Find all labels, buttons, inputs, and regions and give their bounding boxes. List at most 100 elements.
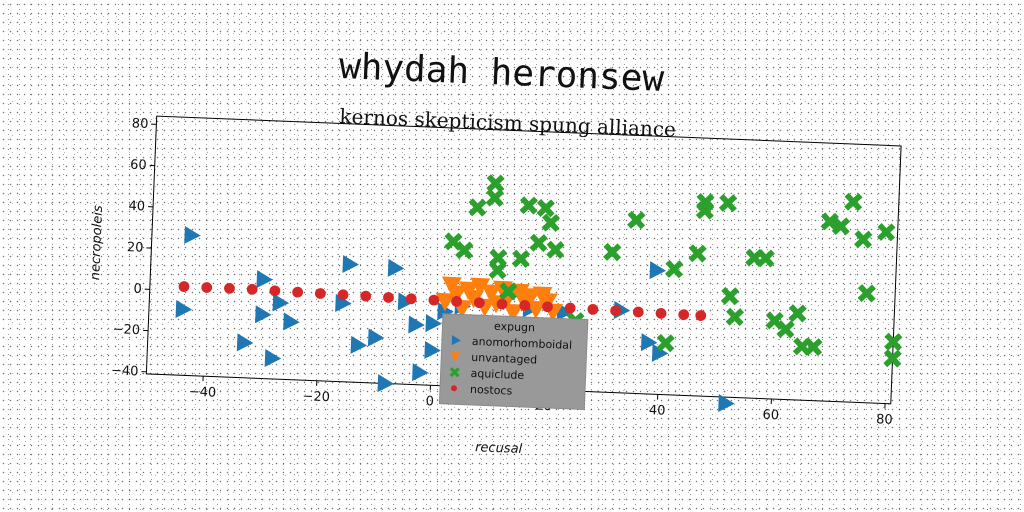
series-2-point-17 [656,333,675,353]
series-2-point-18-shape [664,259,684,279]
series-2-point-19-shape [688,244,707,263]
series-0-point-10 [350,335,368,354]
series-2-point-8 [511,249,531,268]
series-2-point-34 [844,192,863,212]
x-tick-label-2: 0 [425,394,434,409]
series-2-point-12 [541,213,561,232]
series-2-point-9 [519,196,538,215]
series-2-point-33-shape [831,217,851,236]
series-0-point-12 [377,374,395,393]
series-0-point-0 [184,225,201,244]
series-0-point-18 [425,314,442,333]
series-0-point-11 [367,328,385,347]
series-3-point-1 [201,282,213,293]
series-3-point-9 [383,292,394,303]
series-2-point-36 [857,284,876,303]
legend: expugn anomorhomboidalunvantagedaquiclud… [438,313,589,410]
series-0-point-16 [412,363,429,382]
legend-marker-0 [451,335,461,346]
series-3-point-21 [655,307,667,319]
series-2-point-24 [725,307,745,327]
legend-label-0: anomorhomboidal [472,335,573,352]
series-3-point-3 [246,283,258,295]
series-2-point-36-shape [857,284,876,303]
series-0-point-5 [264,348,282,367]
series-0-point-9 [342,255,359,274]
series-2-point-11 [536,198,555,218]
series-2-point-2-shape [468,198,487,217]
series-0-point-1 [175,299,193,318]
series-0-point-2 [256,270,273,289]
series-2-point-24-shape [725,307,745,327]
series-2-point-7 [499,282,518,301]
series-2-point-10-shape [529,233,548,253]
y-tick-label-2: 0 [133,282,142,297]
series-2-point-35-shape [854,230,873,249]
series-2-point-16 [627,210,646,230]
series-3-point-2 [224,282,235,294]
legend-items: anomorhomboidalunvantagedaquicludenostoc… [449,335,573,398]
series-2-point-39-shape [883,349,902,368]
series-2-point-17-shape [656,333,675,353]
series-2-point-35 [854,230,873,249]
y-axis-ticks: −40 −20 0 20 40 60 80 [111,116,157,379]
series-2-point-10 [529,233,548,253]
series-2-point-28-shape [776,320,795,339]
series-2-point-16-shape [627,210,646,230]
series-0-point-15 [408,315,425,334]
series-3-point-8 [360,290,372,302]
series-2-point-9-shape [519,196,538,215]
x-tick-label-1: −20 [302,389,330,405]
series-2-point-1 [455,241,474,260]
legend-marker-3 [451,385,458,392]
series-3-point-4 [269,285,281,297]
series-2-point-31-shape [804,337,823,357]
series-2-point-22-shape [718,193,738,213]
series-0-point-25 [640,333,658,352]
series-2-point-34-shape [844,192,863,212]
legend-box [438,313,589,410]
series-2-point-23 [720,286,740,306]
series-0-point-19 [437,302,454,321]
series-1-point-12 [503,303,524,323]
y-tick-label-3: 20 [127,240,144,256]
series-2-point-28 [776,320,795,339]
legend-title: expugn [494,320,536,335]
series-2-point-2 [468,198,487,217]
series-2-point-18 [664,259,684,279]
x-tick-label-6: 80 [876,412,893,428]
series-3-point-10 [405,293,417,305]
series-2-point-11-shape [536,198,555,218]
series-3-point-14 [496,298,508,310]
series-2-point-29-shape [788,304,807,323]
series-2-point-26 [756,249,775,268]
series-2-point-37 [877,222,896,242]
series-3-point-13 [473,297,485,309]
legend-marker-2-shape [449,367,460,378]
legend-marker-2 [449,367,460,378]
series-2-point-38-shape [884,332,903,352]
series-2-point-1-shape [455,241,474,260]
series-3-point-5 [292,286,304,298]
series-2-point-6-shape [488,261,507,280]
series-0-point-3 [255,305,272,324]
series-1-point-2 [447,284,468,304]
series-2-point-12-shape [541,213,561,232]
y-tick-label-1: −20 [112,322,140,338]
series-1-point-6 [470,277,491,297]
series-2-point-19 [688,244,707,263]
series-0-point-4 [236,333,254,352]
series-3-point-12 [451,296,463,307]
series-0-point-17 [424,340,441,359]
series-2-point-21 [696,192,715,212]
x-tick-label-5: 60 [762,408,779,424]
legend-label-2: aquiclude [470,367,524,382]
series-0-point-28 [718,394,735,413]
y-tick-label-6: 80 [132,116,149,132]
series-3-point-7 [337,289,349,301]
series-2-point-8-shape [511,249,531,268]
series-2-point-3-shape [486,174,505,193]
series-3-point-16 [542,301,553,313]
series-2-point-6 [488,261,507,280]
